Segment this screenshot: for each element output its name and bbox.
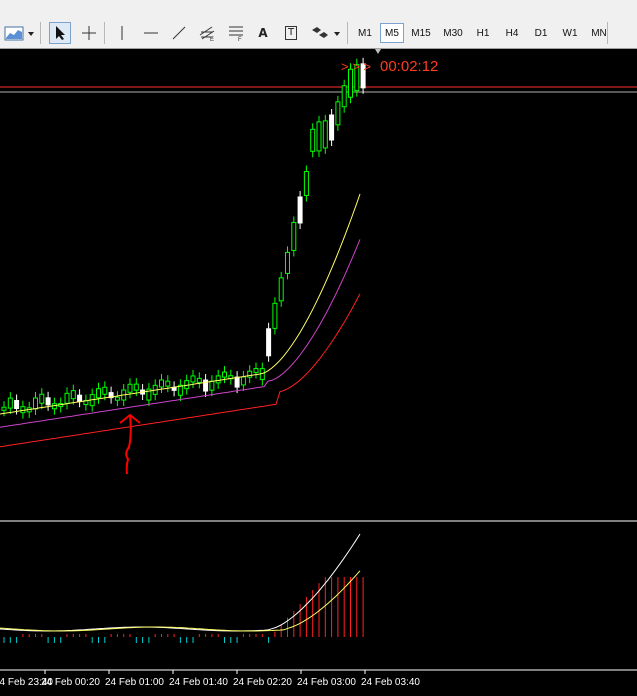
candle-body xyxy=(46,398,50,405)
chart-shift-marker xyxy=(375,49,381,54)
candle-body xyxy=(286,252,290,273)
svg-text:F: F xyxy=(238,37,242,42)
candle-body xyxy=(34,398,38,409)
time-axis-label: 24 Feb 01:40 xyxy=(169,677,228,688)
candle-body xyxy=(21,407,25,413)
arrow-cursor-icon xyxy=(53,25,67,41)
shapes-icon xyxy=(309,24,341,42)
timeframe-mn-button[interactable]: MN xyxy=(586,23,612,43)
trendline-tool[interactable] xyxy=(168,22,190,44)
candle-body xyxy=(97,389,101,398)
text-label-tool[interactable]: T xyxy=(280,22,302,44)
candle-body xyxy=(279,278,283,301)
candle-body xyxy=(235,377,239,387)
ma-slow-line xyxy=(0,294,360,447)
horizontal-line-icon xyxy=(143,25,159,41)
candle-body xyxy=(2,407,6,410)
candle-body xyxy=(65,393,69,403)
macd-indicator-pane xyxy=(0,534,363,643)
time-axis-label: 24 Feb 00:20 xyxy=(41,677,100,688)
text-icon: A xyxy=(258,26,267,40)
candle-body xyxy=(210,381,214,390)
candle-body xyxy=(254,369,258,373)
channel-icon: E xyxy=(198,24,216,42)
timeframe-w1-button[interactable]: W1 xyxy=(556,23,584,43)
vertical-line-icon xyxy=(114,25,130,41)
svg-text:E: E xyxy=(210,37,214,42)
timeframe-m15-button[interactable]: M15 xyxy=(406,23,436,43)
candle-body xyxy=(248,371,252,377)
candle-body xyxy=(336,102,340,125)
area-chart-icon xyxy=(3,24,35,42)
cursor-tool[interactable] xyxy=(49,22,71,44)
candle-body xyxy=(15,400,19,408)
crosshair-tool[interactable] xyxy=(78,22,100,44)
time-axis-label: 24 Feb 03:00 xyxy=(297,677,356,688)
candle-body xyxy=(241,377,245,385)
countdown-time: 00:02:12 xyxy=(380,58,438,75)
vertical-line-tool[interactable] xyxy=(111,22,133,44)
crosshair-icon xyxy=(81,25,97,41)
candle-body xyxy=(128,384,132,392)
candle-body xyxy=(103,387,107,394)
candle-body xyxy=(298,197,302,223)
candle-body xyxy=(342,86,346,107)
timeframe-m30-button[interactable]: M30 xyxy=(438,23,468,43)
shapes-dropdown[interactable] xyxy=(308,22,342,44)
horizontal-line-tool[interactable] xyxy=(140,22,162,44)
candle-body xyxy=(197,378,201,382)
time-axis-label: 24 Feb 01:00 xyxy=(105,677,164,688)
timeframe-m5-button[interactable]: M5 xyxy=(380,23,404,43)
candle-body xyxy=(71,391,75,399)
fibonacci-tool[interactable]: F xyxy=(225,22,247,44)
candle-body xyxy=(166,381,170,386)
timeframe-d1-button[interactable]: D1 xyxy=(528,23,554,43)
countdown-label: > > > 00:02:12 xyxy=(341,58,438,75)
candle-body xyxy=(292,222,296,250)
text-label-icon: T xyxy=(285,26,297,40)
annotation-arrow xyxy=(120,415,140,474)
candle-body xyxy=(115,397,119,400)
candle-body xyxy=(223,372,227,377)
main-price-pane xyxy=(0,49,637,447)
candle-body xyxy=(78,395,82,401)
candle-body xyxy=(40,394,44,403)
candle-body xyxy=(134,384,138,390)
toolbar: E F A T M1 M5 M15 M30 H1 H4 D1 W1 MN xyxy=(0,0,637,49)
candle-body xyxy=(330,115,334,140)
timeframe-h1-button[interactable]: H1 xyxy=(470,23,496,43)
candle-body xyxy=(8,398,12,408)
text-tool[interactable]: A xyxy=(252,22,274,44)
chart-type-dropdown[interactable] xyxy=(2,22,36,44)
fibonacci-icon: F xyxy=(227,24,245,42)
candle-body xyxy=(160,380,164,387)
countdown-arrows: > > > xyxy=(341,59,371,74)
candle-body xyxy=(267,329,271,356)
time-axis-label: 24 Feb 02:20 xyxy=(233,677,292,688)
candle-body xyxy=(304,172,308,196)
candle-body xyxy=(323,121,327,148)
candle-body xyxy=(311,129,315,151)
timeframe-m1-button[interactable]: M1 xyxy=(352,23,378,43)
candle-body xyxy=(317,122,321,151)
time-axis-label: 24 Feb 03:40 xyxy=(361,677,420,688)
candle-body xyxy=(191,376,195,382)
timeframe-h4-button[interactable]: H4 xyxy=(498,23,526,43)
candle-body xyxy=(216,376,220,383)
trendline-icon xyxy=(171,25,187,41)
equidistant-channel-tool[interactable]: E xyxy=(196,22,218,44)
candle-body xyxy=(273,303,277,328)
